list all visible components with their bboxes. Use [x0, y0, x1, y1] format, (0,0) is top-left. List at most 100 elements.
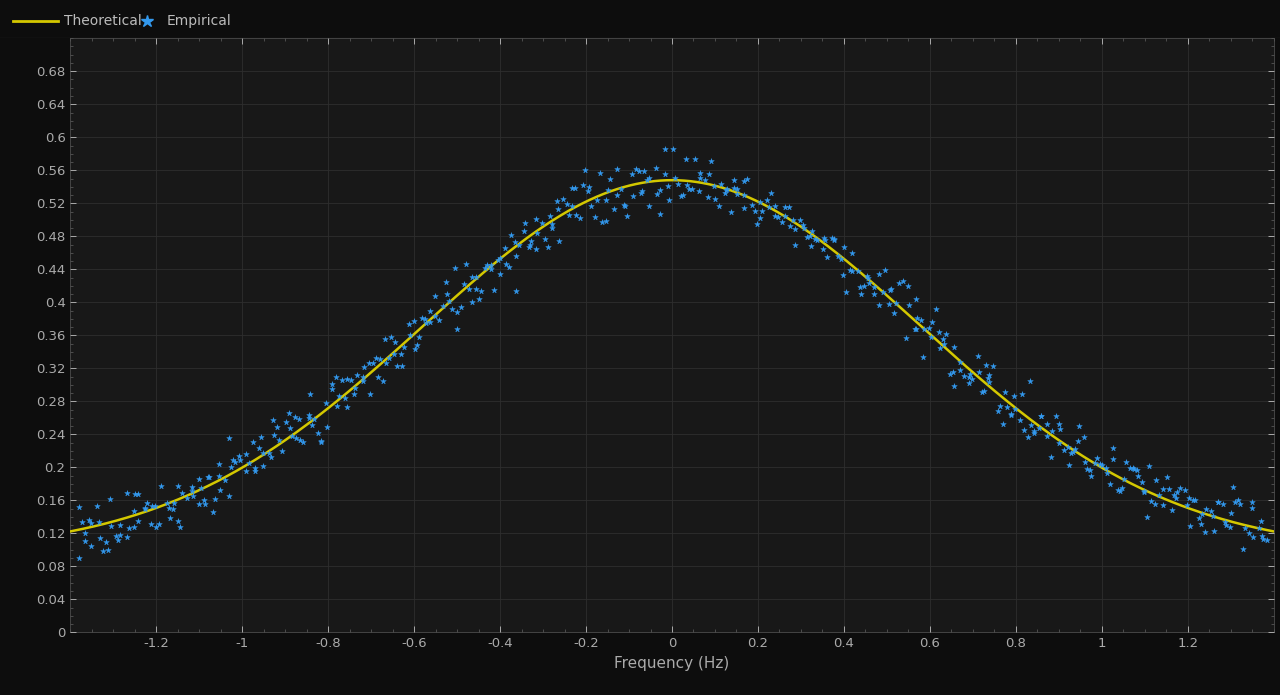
- Point: [1069, 420, 1089, 432]
- Point: [881, 284, 901, 295]
- Point: [599, 173, 620, 184]
- Point: [745, 206, 765, 217]
- Point: [573, 179, 594, 190]
- Point: [1252, 531, 1272, 542]
- Point: [895, 332, 915, 343]
- Point: [271, 445, 292, 457]
- Point: [611, 183, 631, 195]
- Point: [504, 236, 525, 247]
- Point: [1144, 498, 1165, 509]
- Point: [906, 294, 927, 305]
- Point: [527, 227, 548, 238]
- Point: [591, 217, 612, 228]
- Point: [1242, 496, 1262, 507]
- Point: [689, 186, 709, 197]
- Point: [735, 203, 755, 214]
- Point: [959, 372, 979, 383]
- Point: [995, 386, 1015, 398]
- Point: [353, 371, 374, 382]
- Point: [1148, 490, 1169, 501]
- Point: [639, 201, 659, 212]
- Point: [262, 415, 283, 426]
- Point: [110, 530, 131, 541]
- Point: [316, 421, 337, 432]
- Point: [447, 323, 467, 334]
- Point: [1004, 391, 1024, 402]
- Point: [1057, 441, 1078, 452]
- Point: [954, 370, 974, 382]
- Point: [141, 518, 161, 530]
- Point: [704, 181, 724, 192]
- Point: [698, 192, 718, 203]
- Point: [760, 188, 781, 199]
- Point: [488, 254, 508, 265]
- Point: [404, 343, 425, 354]
- Point: [1059, 459, 1079, 471]
- Point: [453, 279, 474, 290]
- Point: [197, 471, 218, 482]
- Point: [1203, 525, 1224, 537]
- Point: [193, 495, 214, 506]
- Point: [649, 184, 669, 195]
- Point: [142, 500, 163, 511]
- Point: [177, 493, 197, 504]
- Point: [888, 278, 909, 289]
- Point: [911, 314, 932, 325]
- Point: [598, 185, 618, 196]
- Point: [1221, 507, 1242, 518]
- Point: [549, 236, 570, 247]
- Point: [447, 306, 467, 318]
- Point: [300, 412, 320, 423]
- Point: [168, 515, 188, 526]
- Point: [700, 155, 721, 166]
- Point: [801, 225, 822, 236]
- Point: [209, 459, 229, 470]
- Point: [1126, 464, 1147, 475]
- Point: [374, 376, 394, 387]
- Point: [1018, 431, 1038, 442]
- Point: [746, 219, 767, 230]
- Point: [1128, 471, 1148, 482]
- Point: [676, 154, 696, 165]
- Point: [264, 429, 284, 440]
- Point: [305, 413, 325, 424]
- Point: [282, 430, 302, 441]
- Point: [1139, 460, 1160, 471]
- Point: [1048, 437, 1069, 448]
- Point: [393, 341, 413, 352]
- Point: [518, 241, 539, 252]
- Point: [993, 418, 1014, 429]
- Point: [1041, 451, 1061, 462]
- Point: [978, 373, 998, 384]
- Point: [983, 361, 1004, 372]
- Point: [1024, 425, 1044, 436]
- Point: [100, 493, 120, 504]
- Point: [768, 211, 788, 222]
- Point: [456, 259, 476, 270]
- Point: [1203, 510, 1224, 521]
- Point: [343, 389, 364, 400]
- Point: [385, 337, 406, 348]
- Point: [974, 386, 995, 397]
- Point: [136, 504, 156, 515]
- Point: [445, 263, 466, 274]
- Point: [124, 488, 145, 499]
- Point: [695, 174, 716, 186]
- Point: [214, 475, 234, 486]
- Point: [480, 263, 500, 275]
- Point: [146, 521, 166, 532]
- Point: [435, 276, 456, 287]
- Point: [188, 498, 209, 509]
- Point: [198, 472, 219, 483]
- Point: [936, 328, 956, 339]
- Point: [506, 250, 526, 261]
- Point: [495, 259, 516, 270]
- Point: [876, 265, 896, 276]
- Point: [1114, 473, 1134, 484]
- Point: [794, 222, 814, 234]
- Point: [776, 202, 796, 213]
- Point: [1179, 493, 1199, 504]
- Point: [220, 461, 241, 473]
- Point: [806, 235, 827, 246]
- Point: [906, 313, 927, 324]
